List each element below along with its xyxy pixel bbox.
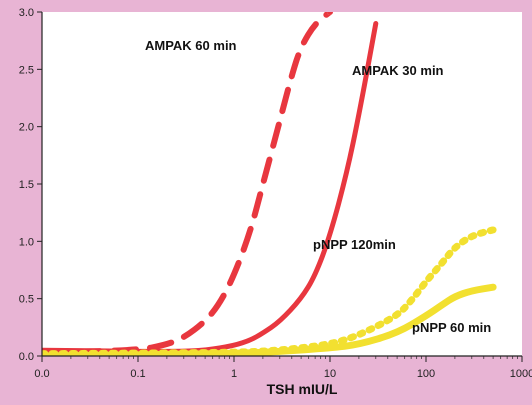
x-tick-label: 10 — [324, 368, 336, 380]
y-tick-label: 1.0 — [19, 236, 34, 248]
series-label-1: AMPAK 30 min — [352, 63, 444, 78]
series-label-2: pNPP 120min — [313, 237, 396, 252]
axes-layer: 0.0 0.5 1.0 1.5 2.0 2.5 3.0 0.0 0.1 1 10 100 1000 — [19, 7, 532, 380]
series-labels: AMPAK 60 min AMPAK 30 min pNPP 120min pNPP … — [145, 38, 491, 335]
series-layer — [42, 12, 497, 356]
x-tick-label: 0.0 — [34, 368, 49, 380]
y-tick-label: 1.5 — [19, 179, 34, 191]
y-tick-label: 2.5 — [19, 64, 34, 76]
series-line-0 — [42, 12, 334, 356]
x-axis-label: TSH mIU/L — [267, 381, 338, 397]
y-tick-label: 2.0 — [19, 122, 34, 134]
y-tick-label: 0.5 — [19, 294, 34, 306]
x-tick-label: 1 — [231, 368, 237, 380]
x-tick-label: 100 — [417, 368, 435, 380]
series-label-3: pNPP 60 min — [412, 320, 491, 335]
x-tick-label: 0.1 — [130, 368, 145, 380]
series-label-0: AMPAK 60 min — [145, 38, 237, 53]
y-tick-label: 0.0 — [19, 351, 34, 363]
y-tick-label: 3.0 — [19, 7, 34, 19]
x-tick-label: 1000 — [510, 368, 532, 380]
plot-area — [42, 12, 522, 356]
series-line-3 — [42, 283, 497, 356]
